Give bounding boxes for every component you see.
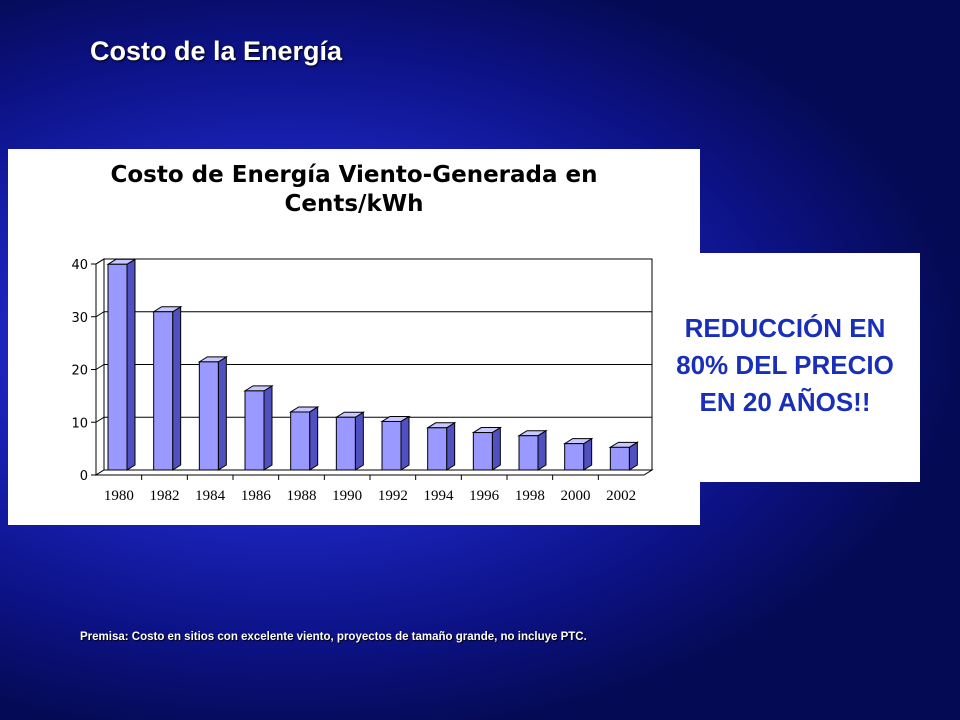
x-tick-label: 2000 (561, 488, 591, 504)
bar (609, 446, 630, 471)
x-tick-label: 1984 (195, 488, 226, 504)
bar-side (126, 258, 136, 471)
gridline (95, 416, 652, 423)
x-tick-label: 1980 (104, 488, 134, 504)
chart-title-line-1: Costo de Energía Viento-Generada en (110, 162, 598, 188)
bar-side (446, 421, 456, 471)
x-tick-label: 1994 (424, 488, 455, 504)
bar-side (491, 426, 501, 471)
bar (290, 411, 311, 471)
bar-chart: 0 10 20 30 40 1980 1982 1984 1986 1988 1990 1992 199… (71, 258, 654, 504)
bar (518, 435, 539, 471)
bar (381, 420, 402, 471)
callout-text: REDUCCIÓN EN 80% DEL PRECIO EN 20 AÑOS!! (650, 310, 920, 421)
x-tick-label: 1988 (287, 488, 317, 504)
y-tick-label: 20 (71, 364, 88, 379)
bar-side (354, 411, 364, 471)
y-tick-label: 10 (71, 416, 88, 431)
bar-side (309, 406, 319, 471)
bar (427, 427, 448, 471)
callout-line-2: 80% DEL PRECIO (676, 350, 894, 380)
gridline (95, 364, 652, 370)
x-tick-label: 1990 (332, 488, 362, 504)
plot-floor (94, 469, 654, 476)
gridline (95, 258, 652, 265)
y-tick-label: 0 (80, 469, 88, 484)
bar (472, 432, 493, 471)
chart-title-line-2: Cents/kWh (284, 191, 424, 217)
x-tick-label: 2002 (606, 488, 636, 504)
callout-line-3: EN 20 AÑOS!! (699, 387, 871, 417)
bar (244, 390, 265, 471)
bar (564, 443, 585, 471)
premise-note: Premisa: Costo en sitios con excelente v… (80, 631, 587, 643)
bar-side (400, 415, 410, 471)
callout-box: REDUCCIÓN EN 80% DEL PRECIO EN 20 AÑOS!! (676, 253, 920, 482)
bar-side (263, 384, 273, 471)
bar-side (172, 305, 182, 471)
bar-side (217, 355, 227, 471)
x-tick-label: 1998 (515, 488, 545, 504)
slide-title: Costo de la Energía (90, 36, 343, 66)
bar (107, 263, 128, 471)
y-tick-label: 30 (71, 311, 88, 326)
bar (153, 311, 174, 471)
x-tick-label: 1996 (469, 488, 500, 504)
chart-title: Costo de Energía Viento-Generada en Cent… (8, 161, 700, 219)
x-tick-label: 1982 (150, 488, 180, 504)
chart-panel: Costo de Energía Viento-Generada en Cent… (8, 149, 700, 525)
callout-line-1: REDUCCIÓN EN (684, 313, 886, 343)
bar-side (537, 429, 547, 471)
bar (198, 361, 219, 471)
gridline (95, 311, 652, 318)
x-tick-label: 1986 (241, 488, 272, 504)
y-tick-label: 40 (71, 258, 88, 273)
x-tick-label: 1992 (378, 488, 408, 504)
bar (335, 416, 356, 471)
